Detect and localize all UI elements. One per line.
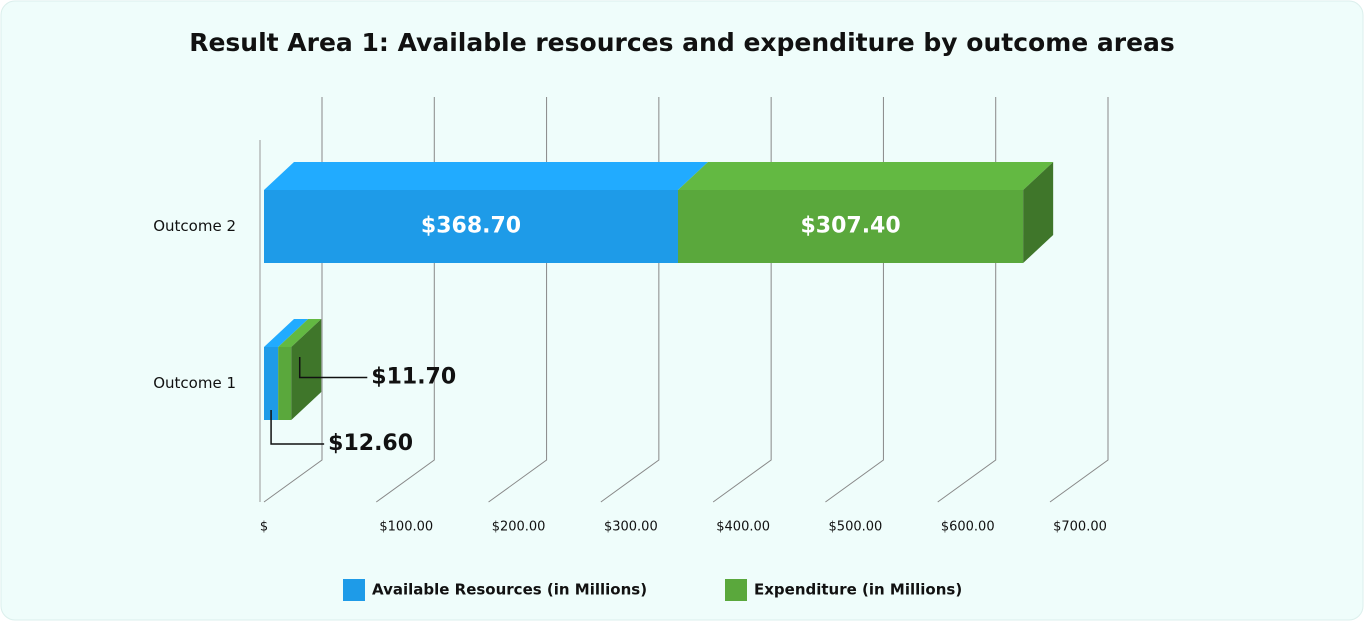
x-tick-label: $ <box>260 520 268 535</box>
bar-top <box>677 162 1054 190</box>
data-label: $307.40 <box>800 214 900 239</box>
bar-top <box>264 162 708 190</box>
y-tick-label: Outcome 1 <box>153 374 236 392</box>
grid-line <box>1049 97 1109 503</box>
x-tick-label: $300.00 <box>604 520 658 535</box>
bar-side <box>1023 162 1054 263</box>
data-label: $12.60 <box>328 431 413 456</box>
x-tick-label: $700.00 <box>1053 520 1107 535</box>
bar-top <box>264 319 309 347</box>
legend-swatch <box>725 579 747 601</box>
legend-label: Available Resources (in Millions) <box>372 581 647 599</box>
data-label: $368.70 <box>421 214 521 239</box>
data-label: $11.70 <box>371 365 456 390</box>
y-tick-label: Outcome 2 <box>153 217 236 235</box>
bar <box>264 347 279 420</box>
x-tick-label: $400.00 <box>716 520 770 535</box>
bar <box>278 347 292 420</box>
x-tick-label: $500.00 <box>829 520 883 535</box>
chart-title: Result Area 1: Available resources and e… <box>189 28 1175 57</box>
bar-side <box>291 319 322 420</box>
leader-line <box>298 357 368 379</box>
leader-line <box>270 410 325 445</box>
legend-swatch <box>343 579 365 601</box>
x-tick-label: $600.00 <box>941 520 995 535</box>
x-tick-label: $100.00 <box>379 520 433 535</box>
bar <box>677 190 1024 263</box>
legend-label: Expenditure (in Millions) <box>754 581 962 599</box>
bar <box>264 190 678 263</box>
x-tick-label: $200.00 <box>492 520 546 535</box>
bar-top <box>278 319 322 347</box>
